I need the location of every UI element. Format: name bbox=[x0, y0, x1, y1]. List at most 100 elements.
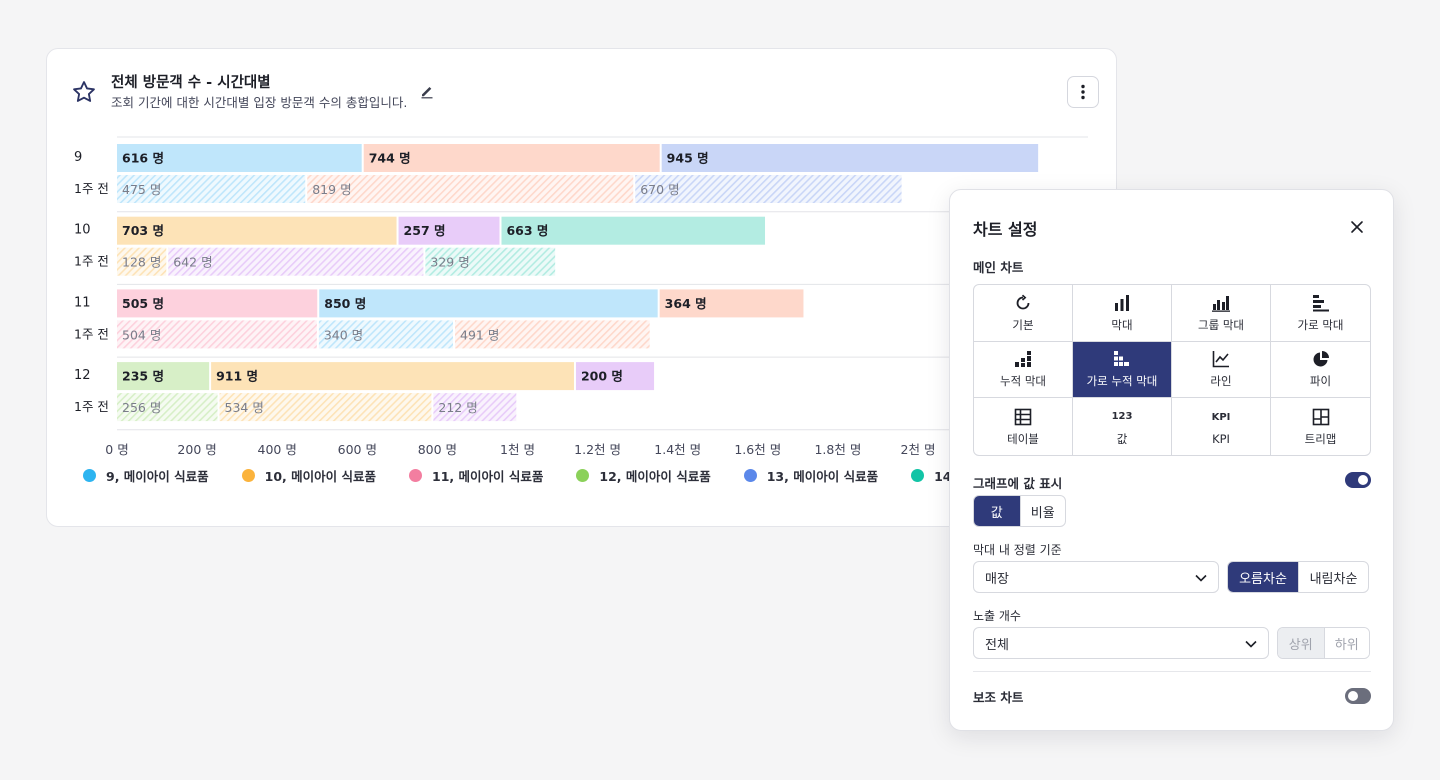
chart-type-label: 막대 bbox=[1111, 317, 1133, 332]
chart-type-pie[interactable]: 파이 bbox=[1271, 342, 1370, 399]
chart-type-bar[interactable]: 막대 bbox=[1073, 285, 1172, 342]
x-tick-label: 1천 명 bbox=[500, 442, 535, 457]
sort-ascending[interactable]: 오름차순 bbox=[1228, 562, 1298, 592]
panel-title: 차트 설정 bbox=[973, 220, 1038, 239]
bar-value-label: 945 명 bbox=[667, 151, 709, 166]
count-label: 노출 개수 bbox=[973, 609, 1021, 623]
horizontal-bar-icon bbox=[1312, 294, 1329, 312]
x-tick-label: 800 명 bbox=[418, 442, 457, 457]
show-values-toggle[interactable] bbox=[1345, 472, 1371, 488]
number-icon: 123 bbox=[1111, 411, 1133, 423]
category-label: 12 bbox=[74, 368, 91, 383]
previous-bar-segment bbox=[425, 247, 556, 276]
count-range-top[interactable]: 상위 bbox=[1278, 628, 1324, 658]
x-tick-label: 2천 명 bbox=[901, 442, 936, 457]
treemap-icon bbox=[1312, 408, 1329, 425]
chart-settings-panel: 차트 설정 메인 차트 기본 막대 그룹 막대 가로 막대 누적 막대 bbox=[949, 189, 1394, 731]
chart-type-horizontal-bar[interactable]: 가로 막대 bbox=[1271, 285, 1370, 342]
bar-segment bbox=[117, 362, 210, 391]
chart-type-table[interactable]: 테이블 bbox=[974, 398, 1073, 455]
chart-type-line[interactable]: 라인 bbox=[1172, 341, 1271, 399]
pie-chart-icon bbox=[1313, 351, 1329, 367]
value-mode-value[interactable]: 값 bbox=[974, 496, 1020, 526]
x-tick-label: 400 명 bbox=[258, 442, 297, 457]
chart-type-label: 기본 bbox=[1012, 317, 1034, 332]
legend-swatch bbox=[576, 468, 590, 482]
previous-bar-value-label: 642 명 bbox=[173, 255, 212, 270]
bar-value-label: 616 명 bbox=[122, 151, 164, 166]
previous-bar-value-label: 534 명 bbox=[225, 400, 264, 415]
close-button[interactable] bbox=[1346, 216, 1368, 238]
sort-field-select[interactable]: 매장 bbox=[973, 561, 1219, 593]
chart-type-label: 라인 bbox=[1210, 374, 1232, 389]
line-chart-icon bbox=[1212, 351, 1229, 368]
legend-swatch bbox=[911, 468, 925, 482]
previous-bar-segment bbox=[168, 247, 424, 276]
star-icon[interactable] bbox=[71, 79, 97, 105]
bar-segment bbox=[363, 144, 660, 172]
legend-label: 11, 메이아이 식료품 bbox=[432, 468, 544, 484]
previous-bar-segment bbox=[117, 247, 167, 276]
more-vertical-icon bbox=[1081, 84, 1085, 100]
legend-label: 10, 메이아이 식료품 bbox=[264, 468, 377, 484]
chart-type-basic[interactable]: 기본 bbox=[974, 285, 1073, 342]
chart-type-kpi[interactable]: KPI KPI bbox=[1172, 398, 1271, 455]
previous-bar-value-label: 329 명 bbox=[430, 255, 469, 270]
legend-swatch bbox=[743, 468, 757, 482]
chart-type-label: 파이 bbox=[1309, 374, 1332, 389]
value-mode-ratio[interactable]: 비율 bbox=[1019, 496, 1066, 526]
x-tick-label: 600 명 bbox=[338, 442, 377, 457]
category-label: 10 bbox=[74, 223, 91, 238]
legend-label: 13, 메이아이 식료품 bbox=[766, 468, 879, 484]
stacked-bar-icon bbox=[1015, 351, 1031, 368]
previous-period-label: 1주 전 bbox=[74, 399, 109, 414]
chart-type-grid: 기본 막대 그룹 막대 가로 막대 누적 막대 가로 누적 막대 라인 파이 bbox=[973, 284, 1371, 456]
legend-item[interactable]: 10, 메이아이 식료품 bbox=[241, 466, 377, 485]
bar-segment bbox=[117, 144, 362, 172]
chart-type-grouped-bar[interactable]: 그룹 막대 bbox=[1172, 285, 1271, 342]
bar-value-label: 235 명 bbox=[122, 369, 164, 384]
previous-bar-value-label: 819 명 bbox=[312, 182, 351, 197]
chart-type-label: 누적 막대 bbox=[1000, 374, 1046, 389]
legend-item[interactable]: 12, 메이아이 식료품 bbox=[576, 466, 711, 485]
sort-descending[interactable]: 내림차순 bbox=[1298, 562, 1368, 592]
legend-label: 12, 메이아이 식료품 bbox=[599, 468, 711, 484]
divider bbox=[973, 671, 1371, 672]
x-tick-label: 0 명 bbox=[105, 442, 128, 457]
chart-type-treemap[interactable]: 트리맵 bbox=[1271, 398, 1370, 455]
horizontal-stacked-bar-icon bbox=[1114, 351, 1129, 367]
chevron-down-icon bbox=[1245, 640, 1257, 648]
count-select[interactable]: 전체 bbox=[973, 627, 1269, 659]
legend-item[interactable]: 13, 메이아이 식료품 bbox=[743, 466, 879, 485]
count-range-segment: 상위 하위 bbox=[1277, 627, 1370, 659]
chart-type-horizontal-stacked-bar[interactable]: 가로 누적 막대 bbox=[1073, 341, 1172, 399]
chart-legend: 9, 메이아이 식료품 10, 메이아이 식료품 11, 메이아이 식료품 12, 메… bbox=[83, 465, 1040, 485]
bar-value-label: 257 명 bbox=[404, 223, 446, 238]
close-icon bbox=[1351, 221, 1363, 233]
refresh-icon bbox=[1016, 294, 1030, 310]
previous-bar-segment bbox=[117, 175, 306, 203]
legend-swatch bbox=[409, 468, 423, 482]
bar-value-label: 364 명 bbox=[665, 296, 707, 311]
chart-type-stacked-bar[interactable]: 누적 막대 bbox=[974, 341, 1073, 399]
legend-item[interactable]: 9, 메이아이 식료품 bbox=[83, 466, 209, 485]
previous-bar-value-label: 504 명 bbox=[122, 327, 161, 342]
sub-chart-label: 보조 차트 bbox=[973, 690, 1024, 705]
previous-period-label: 1주 전 bbox=[74, 254, 109, 269]
chart-subtitle: 조회 기간에 대한 시간대별 입장 방문객 수의 총합입니다. bbox=[111, 95, 408, 110]
legend-item[interactable]: 11, 메이아이 식료품 bbox=[409, 466, 543, 485]
show-values-label: 그래프에 값 표시 bbox=[973, 476, 1063, 491]
bar-value-label: 744 명 bbox=[369, 151, 411, 166]
bar-segment bbox=[211, 362, 574, 391]
previous-bar-segment bbox=[307, 175, 634, 203]
bar-segment bbox=[398, 216, 500, 245]
more-button[interactable] bbox=[1067, 76, 1099, 108]
chart-type-value[interactable]: 123 값 bbox=[1073, 398, 1172, 455]
sub-chart-toggle[interactable] bbox=[1345, 688, 1371, 704]
value-mode-segment: 값 비율 bbox=[973, 495, 1066, 527]
previous-bar-segment bbox=[219, 393, 432, 422]
previous-bar-value-label: 256 명 bbox=[122, 400, 161, 415]
edit-icon[interactable] bbox=[419, 83, 435, 99]
previous-bar-value-label: 491 명 bbox=[460, 327, 499, 342]
count-range-bottom[interactable]: 하위 bbox=[1323, 628, 1369, 658]
